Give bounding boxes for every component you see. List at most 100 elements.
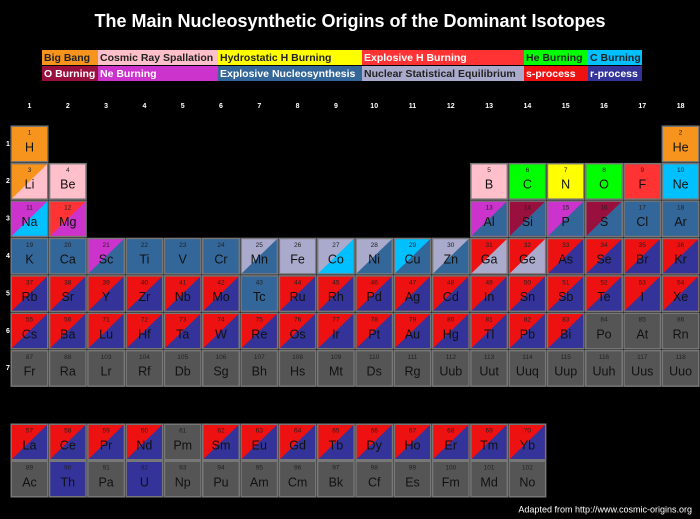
element-symbol: Ga xyxy=(481,252,498,266)
cell-fill-split xyxy=(203,276,239,311)
atomic-number: 45 xyxy=(332,279,340,286)
element-symbol: Hf xyxy=(138,327,151,341)
atomic-number: 86 xyxy=(677,317,685,324)
group-label: 6 xyxy=(219,103,223,110)
element-cell: 40 Zr xyxy=(125,275,164,313)
atomic-number: 39 xyxy=(102,279,110,286)
element-symbol: Pr xyxy=(100,438,113,452)
element-symbol: In xyxy=(484,290,494,304)
element-symbol: Bh xyxy=(252,365,267,379)
element-symbol: Se xyxy=(596,252,611,266)
element-symbol: Pd xyxy=(367,290,382,304)
element-cell: 11 Na xyxy=(10,200,49,238)
cell-fill xyxy=(318,351,354,386)
element-symbol: Os xyxy=(290,327,306,341)
group-label: 11 xyxy=(409,103,417,110)
cell-fill-split xyxy=(663,276,699,311)
legend-swatch xyxy=(524,66,588,81)
element-cell: 25 Mn xyxy=(240,237,279,275)
atomic-number: 18 xyxy=(677,205,685,212)
atomic-number: 82 xyxy=(524,317,532,324)
atomic-number: 91 xyxy=(102,465,110,472)
group-label: 15 xyxy=(562,103,570,110)
element-symbol: Uuo xyxy=(669,365,692,379)
element-cell: 34 Se xyxy=(585,237,623,275)
cell-fill-split xyxy=(395,239,430,274)
atomic-number: 7 xyxy=(564,167,568,174)
atomic-number: 47 xyxy=(409,279,417,286)
element-cell: 58 Ce xyxy=(48,423,87,461)
element-cell: 113 Uut xyxy=(470,349,509,387)
element-symbol: Es xyxy=(405,475,420,489)
element-symbol: Tc xyxy=(253,290,266,304)
element-symbol: Co xyxy=(328,252,344,266)
cell-fill xyxy=(663,351,699,386)
atomic-number: 117 xyxy=(637,354,648,361)
element-symbol: Tm xyxy=(480,438,498,452)
element-symbol: Ac xyxy=(22,475,37,489)
cell-fill-split xyxy=(433,239,469,274)
element-cell: 50 Sn xyxy=(508,275,547,313)
atomic-number: 74 xyxy=(217,317,225,324)
atomic-number: 99 xyxy=(409,465,417,472)
cell-fill xyxy=(395,462,430,496)
element-symbol: Zr xyxy=(138,290,150,304)
cell-fill xyxy=(50,351,86,386)
cell-fill-split xyxy=(318,276,354,311)
atomic-number: 6 xyxy=(526,167,530,174)
element-cell: 71 Lu xyxy=(87,312,126,350)
element-cell: 42 Mo xyxy=(202,275,240,313)
cell-fill-split xyxy=(241,425,277,459)
element-cell: 79 Au xyxy=(393,312,432,350)
element-symbol: Cl xyxy=(636,215,648,229)
element-symbol: Nd xyxy=(136,438,152,452)
element-symbol: Mo xyxy=(212,290,229,304)
element-symbol: F xyxy=(638,178,646,192)
element-cell: 90 Th xyxy=(48,460,87,498)
element-cell: 7N xyxy=(546,162,585,200)
element-cell: 95 Am xyxy=(240,460,279,498)
atomic-number: 24 xyxy=(217,242,225,249)
atomic-number: 50 xyxy=(524,279,532,286)
element-cell: 100 Fm xyxy=(431,460,470,498)
element-symbol: Br xyxy=(636,252,649,266)
element-symbol: No xyxy=(519,475,535,489)
element-symbol: Cm xyxy=(288,475,307,489)
element-symbol: Th xyxy=(61,475,76,489)
atomic-number: 68 xyxy=(447,428,455,435)
legend-swatch xyxy=(524,50,588,65)
atomic-number: 15 xyxy=(562,205,570,212)
element-cell: 83 Bi xyxy=(546,312,585,350)
atomic-number: 56 xyxy=(64,317,72,324)
element-symbol: Rb xyxy=(22,290,38,304)
atomic-number: 90 xyxy=(64,465,72,472)
atomic-number: 84 xyxy=(600,317,608,324)
atomic-number: 96 xyxy=(294,465,302,472)
cell-fill-split xyxy=(50,314,86,348)
cell-fill-split xyxy=(241,314,277,348)
atomic-number: 52 xyxy=(600,279,608,286)
cell-fill xyxy=(586,314,622,348)
element-symbol: Md xyxy=(480,475,497,489)
atomic-number: 92 xyxy=(141,465,149,472)
atomic-number: 20 xyxy=(64,242,72,249)
element-symbol: Si xyxy=(522,215,533,229)
element-cell: 87 Fr xyxy=(10,349,49,387)
cell-fill-split xyxy=(471,201,507,236)
cell-fill-split xyxy=(509,276,545,311)
atomic-number: 54 xyxy=(677,279,685,286)
atomic-number: 31 xyxy=(485,242,493,249)
group-label: 13 xyxy=(485,103,493,110)
element-cell: 56 Ba xyxy=(48,312,87,350)
period-label: 7 xyxy=(6,365,10,372)
element-cell: 107 Bh xyxy=(240,349,279,387)
cell-fill xyxy=(241,462,277,496)
element-cell: 61 Pm xyxy=(163,423,202,461)
cell-fill-split xyxy=(548,276,584,311)
element-cell: 92 U xyxy=(125,460,164,498)
element-cell: 23 V xyxy=(163,237,202,275)
atomic-number: 1 xyxy=(28,130,32,137)
cell-fill-split xyxy=(433,425,469,459)
cell-fill xyxy=(280,462,316,496)
